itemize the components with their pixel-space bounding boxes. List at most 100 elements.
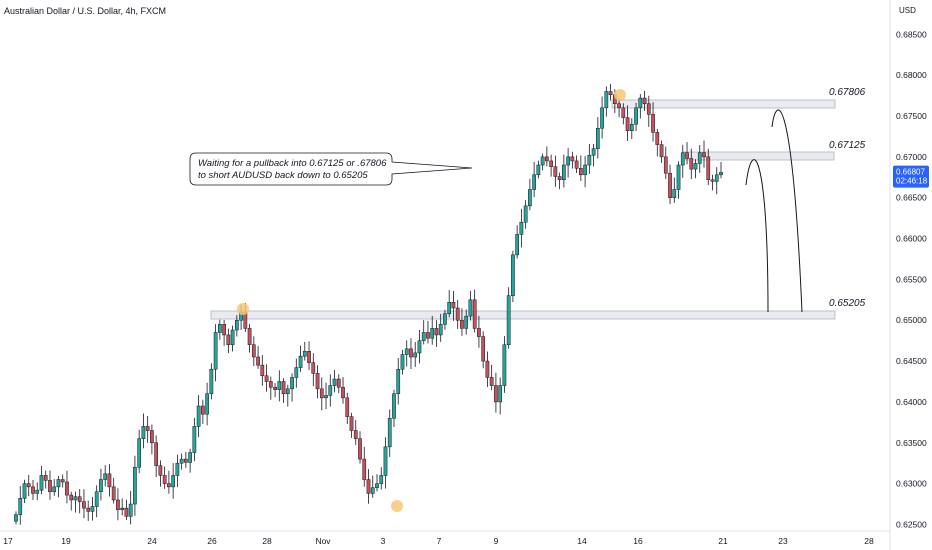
- candle[interactable]: [14, 511, 18, 525]
- candle[interactable]: [171, 463, 175, 499]
- candle[interactable]: [379, 467, 384, 490]
- candle[interactable]: [260, 355, 265, 386]
- candle[interactable]: [137, 429, 142, 474]
- candle[interactable]: [549, 154, 553, 177]
- candle[interactable]: [82, 489, 86, 519]
- candle[interactable]: [710, 174, 715, 191]
- candle[interactable]: [251, 336, 256, 367]
- candle[interactable]: [222, 319, 226, 346]
- projection-path-2[interactable]: [771, 109, 803, 313]
- candle[interactable]: [69, 491, 74, 511]
- candle[interactable]: [370, 475, 375, 498]
- candle[interactable]: [608, 83, 613, 101]
- current-price-tag[interactable]: 0.66807 02:46:18: [893, 165, 929, 188]
- candle[interactable]: [685, 142, 689, 165]
- candle[interactable]: [578, 155, 583, 181]
- candle[interactable]: [141, 413, 146, 449]
- candle[interactable]: [175, 454, 180, 487]
- candle[interactable]: [116, 488, 120, 521]
- candle[interactable]: [455, 299, 460, 329]
- candle[interactable]: [345, 392, 350, 425]
- callout-box[interactable]: Waiting for a pullback into 0.67125 or .…: [189, 152, 473, 186]
- candle[interactable]: [39, 466, 44, 495]
- candle[interactable]: [659, 140, 664, 163]
- candle[interactable]: [273, 383, 277, 398]
- candle[interactable]: [124, 499, 129, 520]
- x-axis[interactable]: 17 19 24 26 28 Nov 3 7 9 14 16 21 23 28: [3, 536, 874, 546]
- candle[interactable]: [511, 250, 515, 302]
- candle[interactable]: [447, 289, 452, 318]
- candle[interactable]: [256, 346, 260, 369]
- swing-low-marker[interactable]: [391, 500, 403, 512]
- resistance-zone-67806[interactable]: [611, 99, 836, 109]
- candle[interactable]: [702, 140, 706, 168]
- candle[interactable]: [464, 309, 469, 335]
- candle[interactable]: [621, 103, 626, 125]
- candle[interactable]: [332, 369, 337, 393]
- candle[interactable]: [285, 384, 290, 407]
- candle[interactable]: [264, 364, 269, 392]
- candle[interactable]: [294, 358, 299, 388]
- candle[interactable]: [226, 328, 231, 354]
- candle[interactable]: [120, 498, 125, 516]
- candle[interactable]: [387, 409, 392, 457]
- candle[interactable]: [498, 377, 503, 415]
- candle[interactable]: [595, 117, 600, 159]
- candle[interactable]: [400, 349, 405, 375]
- candle[interactable]: [515, 225, 519, 259]
- candle[interactable]: [179, 453, 184, 470]
- candle[interactable]: [689, 148, 694, 180]
- candle[interactable]: [426, 320, 430, 344]
- candle[interactable]: [145, 416, 150, 443]
- candle[interactable]: [315, 365, 320, 399]
- candle[interactable]: [362, 446, 367, 487]
- candle[interactable]: [353, 420, 358, 445]
- candle[interactable]: [591, 143, 596, 167]
- swing-high-marker[interactable]: [614, 89, 626, 101]
- candle[interactable]: [502, 336, 507, 393]
- candle[interactable]: [341, 377, 345, 404]
- candle[interactable]: [557, 172, 562, 190]
- candle[interactable]: [680, 144, 685, 178]
- candle[interactable]: [545, 146, 549, 167]
- candle[interactable]: [532, 162, 536, 198]
- candle[interactable]: [150, 424, 154, 455]
- candle[interactable]: [460, 308, 464, 336]
- candlestick-series[interactable]: [14, 83, 723, 525]
- candle[interactable]: [617, 98, 621, 118]
- candle[interactable]: [672, 177, 677, 203]
- candle[interactable]: [404, 340, 409, 367]
- candle[interactable]: [451, 290, 456, 321]
- candle[interactable]: [714, 167, 719, 195]
- candle[interactable]: [94, 485, 99, 518]
- candle[interactable]: [693, 159, 698, 179]
- candle[interactable]: [434, 320, 439, 347]
- candle[interactable]: [90, 496, 95, 521]
- candle[interactable]: [213, 324, 218, 382]
- candle[interactable]: [655, 128, 660, 157]
- candle[interactable]: [566, 148, 570, 178]
- candle[interactable]: [485, 351, 490, 387]
- candle[interactable]: [234, 315, 239, 337]
- candle[interactable]: [52, 479, 57, 496]
- candle[interactable]: [396, 357, 401, 405]
- candle[interactable]: [443, 309, 447, 330]
- candle[interactable]: [188, 448, 192, 473]
- candle[interactable]: [205, 382, 209, 426]
- candle[interactable]: [86, 500, 91, 521]
- candle[interactable]: [311, 353, 316, 387]
- candle[interactable]: [629, 118, 634, 139]
- candle[interactable]: [625, 105, 630, 141]
- candle[interactable]: [128, 490, 133, 525]
- candle[interactable]: [107, 464, 112, 497]
- candle[interactable]: [277, 370, 282, 402]
- candle[interactable]: [438, 313, 443, 342]
- candle[interactable]: [201, 399, 205, 424]
- candle[interactable]: [230, 325, 235, 352]
- candle[interactable]: [154, 435, 159, 478]
- candle[interactable]: [103, 465, 108, 487]
- candle[interactable]: [562, 154, 566, 188]
- candle[interactable]: [523, 199, 528, 229]
- candle[interactable]: [540, 153, 545, 171]
- candle[interactable]: [651, 102, 655, 142]
